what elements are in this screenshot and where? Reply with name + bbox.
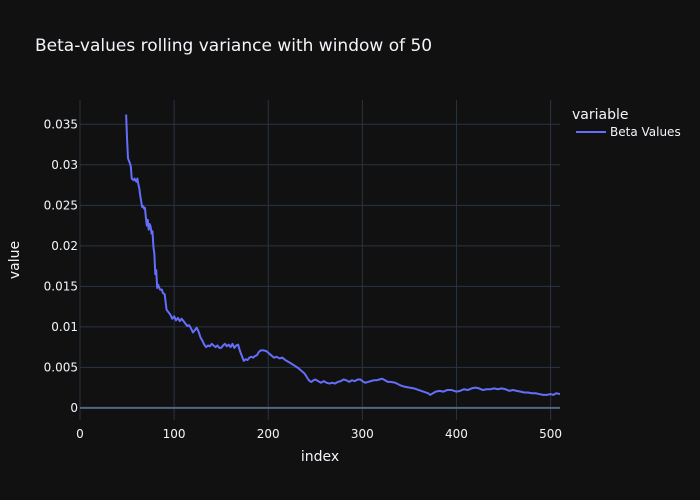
y-axis-ticks: 0 0.005 0.01 0.015 0.02 0.025 0.03 0.035 bbox=[44, 117, 78, 415]
y-tick-label: 0.005 bbox=[44, 360, 78, 374]
x-tick-label: 0 bbox=[76, 427, 84, 441]
x-axis-title: index bbox=[301, 449, 339, 465]
y-tick-label: 0.025 bbox=[44, 198, 78, 212]
series-layer bbox=[125, 114, 561, 396]
y-tick-label: 0.01 bbox=[51, 320, 78, 334]
legend-item-beta-values[interactable]: Beta Values bbox=[576, 125, 681, 139]
y-tick-label: 0.03 bbox=[51, 158, 78, 172]
legend[interactable]: variable Beta Values bbox=[572, 107, 681, 139]
x-tick-label: 400 bbox=[445, 427, 468, 441]
grid-lines bbox=[79, 100, 560, 420]
y-tick-label: 0.02 bbox=[51, 239, 78, 253]
x-axis-ticks: 0 100 200 300 400 500 bbox=[76, 427, 562, 441]
x-tick-label: 500 bbox=[539, 427, 562, 441]
series-line-beta-values[interactable] bbox=[125, 114, 561, 396]
legend-item-label: Beta Values bbox=[610, 125, 681, 139]
legend-title: variable bbox=[572, 107, 628, 123]
y-tick-label: 0.035 bbox=[44, 117, 78, 131]
plot-area bbox=[80, 100, 560, 420]
chart-title: Beta-values rolling variance with window… bbox=[35, 36, 432, 56]
y-tick-label: 0.015 bbox=[44, 279, 78, 293]
y-axis-title: value bbox=[7, 241, 23, 279]
y-tick-label: 0 bbox=[70, 401, 78, 415]
x-tick-label: 100 bbox=[163, 427, 186, 441]
x-tick-label: 200 bbox=[257, 427, 280, 441]
x-tick-label: 300 bbox=[351, 427, 374, 441]
